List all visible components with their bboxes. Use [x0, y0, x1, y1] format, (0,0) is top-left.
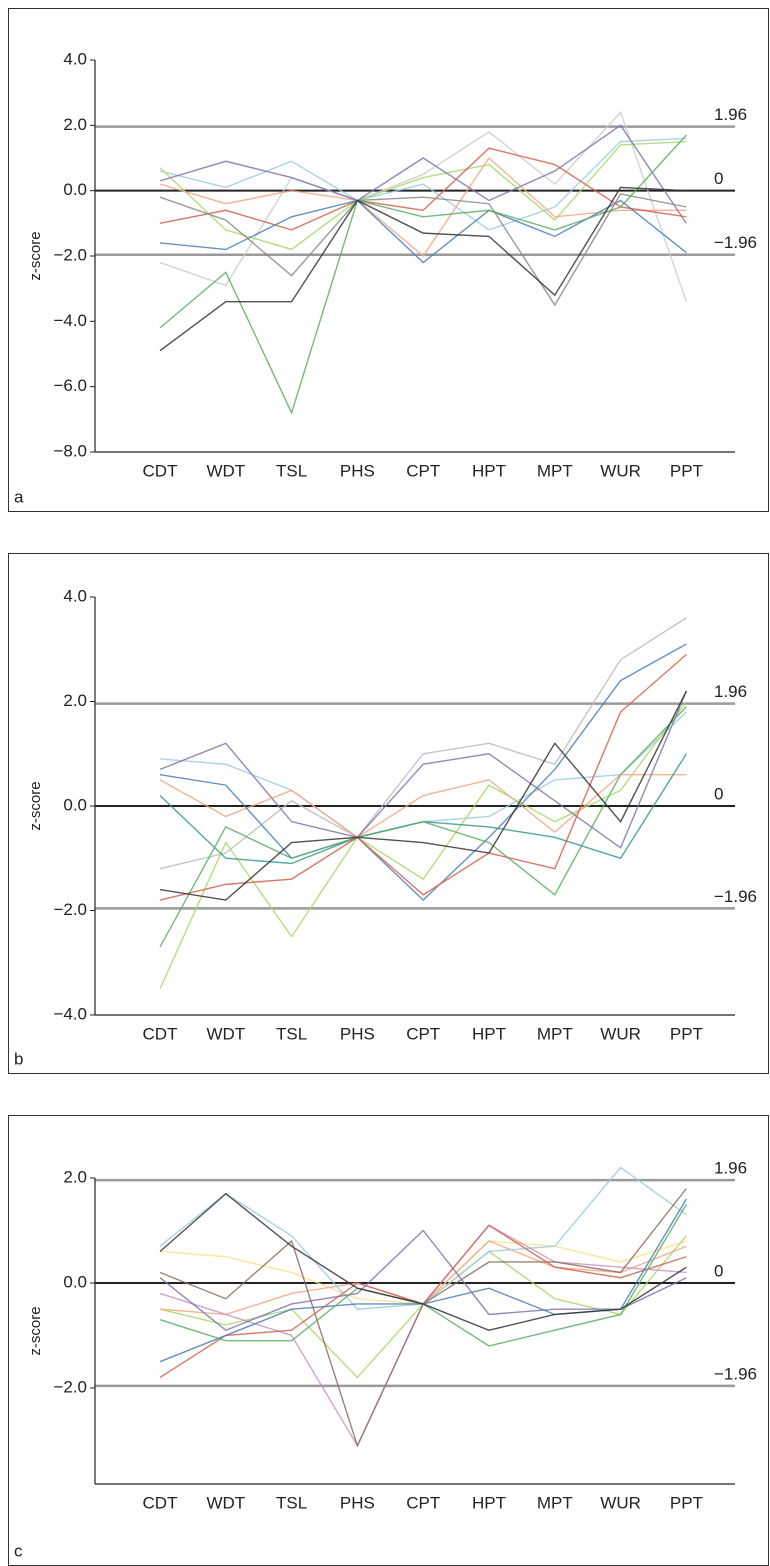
x-tick-label: MPT	[537, 461, 573, 480]
y-tick-label: 2.0	[63, 115, 87, 134]
y-tick-label: 2.0	[63, 691, 87, 710]
series-line	[159, 711, 687, 839]
series-line	[159, 1235, 687, 1379]
y-tick-label: 0.0	[63, 180, 87, 199]
series-line	[159, 110, 688, 302]
series-line	[159, 134, 687, 415]
x-tick-label: WDT	[206, 1493, 245, 1512]
reference-label: −1.96	[714, 1364, 757, 1383]
series-line	[159, 617, 687, 870]
y-tick-label: −2.0	[53, 245, 87, 264]
series-line	[159, 1224, 687, 1379]
x-tick-label: WUR	[600, 1493, 641, 1512]
reference-label: 1.96	[714, 105, 747, 124]
panel-frame	[8, 1115, 769, 1566]
x-tick-label: TSL	[276, 461, 307, 480]
x-tick-label: PHS	[340, 1493, 375, 1512]
y-tick-label: 4.0	[63, 49, 87, 68]
series-line	[159, 147, 687, 231]
series-line	[159, 1198, 688, 1363]
x-tick-label: PPT	[670, 1493, 703, 1512]
series-line	[159, 706, 687, 948]
x-tick-label: WUR	[600, 461, 641, 480]
y-axis-label: z-score	[27, 1306, 44, 1355]
x-tick-label: PHS	[340, 461, 375, 480]
x-tick-label: HPT	[472, 461, 506, 480]
reference-label: 0	[714, 784, 723, 803]
panel-label: b	[14, 1049, 23, 1068]
series-line	[159, 773, 687, 839]
series-line	[159, 1229, 687, 1332]
y-axis-label: z-score	[27, 231, 44, 280]
series-line	[159, 1192, 687, 1331]
series-line	[159, 124, 687, 224]
reference-label: −1.96	[714, 233, 757, 252]
x-tick-label: WDT	[206, 1024, 245, 1043]
x-tick-label: PPT	[670, 461, 703, 480]
x-tick-label: WDT	[206, 461, 245, 480]
panel-frame	[8, 553, 769, 1074]
y-tick-label: 0.0	[63, 795, 87, 814]
reference-label: 1.96	[714, 1159, 747, 1178]
series-line	[159, 690, 688, 849]
series-line	[159, 193, 687, 307]
series-line	[159, 690, 688, 901]
panel-label: c	[14, 1541, 23, 1560]
series-line	[159, 701, 687, 990]
y-tick-label: 2.0	[63, 1167, 87, 1186]
y-tick-label: −8.0	[53, 441, 87, 460]
series-line	[159, 653, 687, 901]
reference-label: 1.96	[714, 682, 747, 701]
x-tick-label: MPT	[537, 1493, 573, 1512]
y-tick-label: −4.0	[53, 311, 87, 330]
x-tick-label: TSL	[276, 1024, 307, 1043]
x-tick-label: TSL	[276, 1493, 307, 1512]
y-tick-label: 0.0	[63, 1272, 87, 1291]
y-tick-label: −2.0	[53, 900, 87, 919]
x-tick-label: PPT	[670, 1024, 703, 1043]
x-tick-label: CPT	[406, 461, 440, 480]
x-tick-label: CDT	[143, 1493, 178, 1512]
panel-frame	[8, 8, 769, 512]
y-tick-label: −6.0	[53, 376, 87, 395]
reference-label: −1.96	[714, 887, 757, 906]
x-tick-label: CDT	[143, 461, 178, 480]
series-line	[159, 753, 687, 865]
x-tick-label: MPT	[537, 1024, 573, 1043]
panel-label: a	[14, 487, 24, 506]
x-tick-label: HPT	[472, 1024, 506, 1043]
series-line	[159, 186, 687, 352]
x-tick-label: CDT	[143, 1024, 178, 1043]
reference-label: 0	[714, 169, 723, 188]
x-tick-label: HPT	[472, 1493, 506, 1512]
series-line	[159, 137, 687, 231]
series-line	[159, 1240, 687, 1305]
x-tick-label: PHS	[340, 1024, 375, 1043]
y-tick-label: 4.0	[63, 586, 87, 605]
y-tick-label: −2.0	[53, 1377, 87, 1396]
x-tick-label: CPT	[406, 1493, 440, 1512]
series-line	[159, 643, 687, 902]
series-line	[159, 140, 687, 251]
x-tick-label: WUR	[600, 1024, 641, 1043]
x-tick-label: CPT	[406, 1024, 440, 1043]
reference-label: 0	[714, 1261, 723, 1280]
y-tick-label: −4.0	[53, 1004, 87, 1023]
y-axis-label: z-score	[27, 781, 44, 830]
